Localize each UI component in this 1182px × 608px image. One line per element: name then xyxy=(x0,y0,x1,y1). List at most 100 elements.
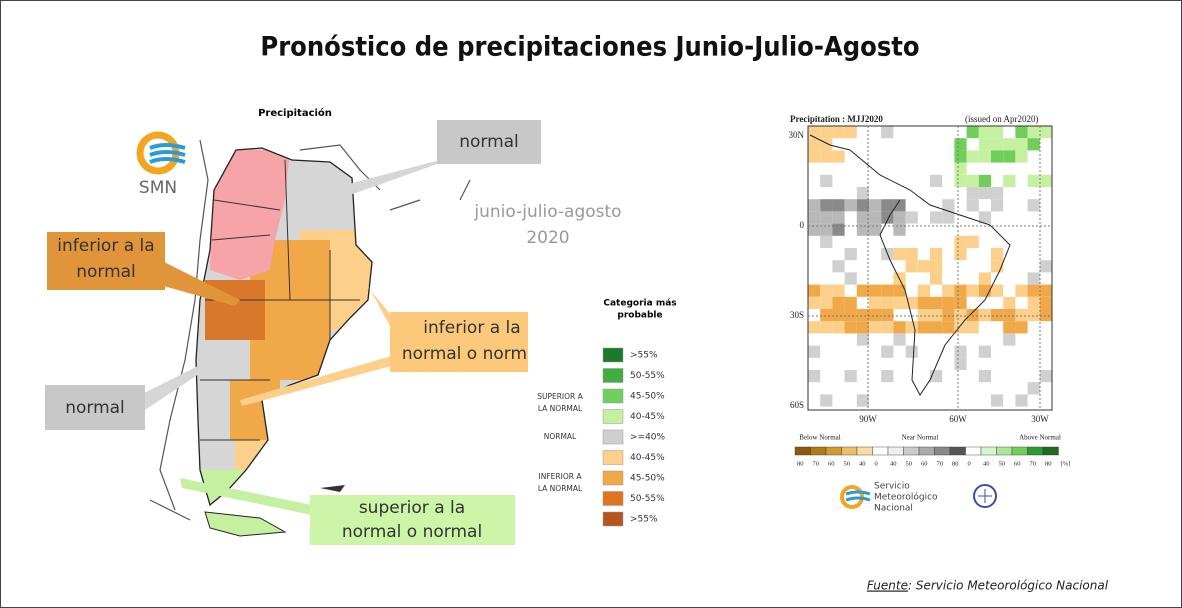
legend-swatch xyxy=(603,369,623,383)
callout-text: normal o normal xyxy=(342,522,482,542)
map-cell xyxy=(1028,126,1040,138)
map-cell xyxy=(869,285,881,297)
lat-label: 0 xyxy=(800,220,805,230)
colorbar-cell xyxy=(981,447,997,455)
map-cell xyxy=(845,272,857,284)
colorbar-tick: 80 xyxy=(797,460,804,467)
map-cell xyxy=(832,309,844,321)
slide: Pronóstico de precipitaciones Junio-Juli… xyxy=(0,0,1182,608)
colorbar-cell xyxy=(888,447,904,455)
map-cell xyxy=(930,211,942,223)
map-cell xyxy=(808,370,820,382)
map-cell xyxy=(832,150,844,162)
map-cell xyxy=(808,211,820,223)
colorbar-cell xyxy=(1012,447,1028,455)
map-cell xyxy=(881,370,893,382)
map-cell xyxy=(1015,126,1027,138)
map-cell xyxy=(845,199,857,211)
map-cell xyxy=(1003,150,1015,162)
map-cell xyxy=(1003,138,1015,150)
legend-swatch xyxy=(603,492,623,506)
colorbar-tick: 70 xyxy=(813,460,820,467)
callout-text: inferior a la xyxy=(57,236,154,256)
map-cell xyxy=(820,138,832,150)
map-cell xyxy=(967,236,979,248)
colorbar-cell xyxy=(904,447,920,455)
colorbar-cell xyxy=(950,447,966,455)
map-cell xyxy=(881,346,893,358)
colorbar-tick: 80 xyxy=(1045,460,1052,467)
map-cell xyxy=(1003,175,1015,187)
map-cell xyxy=(967,175,979,187)
map-cell xyxy=(942,309,954,321)
map-cell xyxy=(930,175,942,187)
callout-text: normal xyxy=(459,132,519,152)
colorbar-tick: [%] xyxy=(1061,460,1071,467)
map-cell xyxy=(845,126,857,138)
colorbar-cell xyxy=(826,447,842,455)
callout-text: superior a la xyxy=(359,498,465,518)
legend-label: 40-45% xyxy=(630,453,665,463)
map-cell xyxy=(930,297,942,309)
map-cell xyxy=(954,358,966,370)
map-cell xyxy=(954,297,966,309)
map-cell xyxy=(979,309,991,321)
map-cell xyxy=(918,309,930,321)
map-cell xyxy=(845,309,857,321)
source-text: : Servicio Meteorológico Nacional xyxy=(908,579,1109,593)
colorbar-cell xyxy=(873,447,889,455)
map-cell xyxy=(930,248,942,260)
map-cell xyxy=(1015,321,1027,333)
logo-text: SMN xyxy=(139,178,177,198)
colorbar-tick: 0 xyxy=(875,460,878,467)
legend-label: 45-50% xyxy=(630,474,665,484)
map-cell xyxy=(820,394,832,406)
legend-swatch xyxy=(603,430,623,444)
map-cell xyxy=(857,224,869,236)
colorbar-cell xyxy=(1043,447,1059,455)
legend-group: LA NORMAL xyxy=(538,484,583,493)
map-cell xyxy=(808,126,820,138)
map-cell xyxy=(820,285,832,297)
map-cell xyxy=(893,321,905,333)
map-cell xyxy=(991,187,1003,199)
map-cell xyxy=(820,236,832,248)
map-cell xyxy=(967,126,979,138)
map-cell xyxy=(942,321,954,333)
legend-label: 40-45% xyxy=(630,412,665,422)
map-cell xyxy=(857,285,869,297)
map-cell xyxy=(942,285,954,297)
map-cell xyxy=(967,309,979,321)
map-cell xyxy=(857,309,869,321)
map-cell xyxy=(808,321,820,333)
map-cell xyxy=(991,199,1003,211)
map-cell xyxy=(1028,199,1040,211)
map-cell xyxy=(808,224,820,236)
map-cell xyxy=(918,260,930,272)
legend-group: NORMAL xyxy=(544,432,577,441)
legend-swatch xyxy=(603,389,623,403)
map-cell xyxy=(979,370,991,382)
map-cell xyxy=(832,285,844,297)
map-cell xyxy=(991,150,1003,162)
map-cell xyxy=(881,199,893,211)
colorbar-tick: 40 xyxy=(983,460,990,467)
colorbar-class: Above Normal xyxy=(1019,434,1061,442)
map-cell xyxy=(820,321,832,333)
map-cell xyxy=(991,126,1003,138)
map-cell xyxy=(857,187,869,199)
logo-text: Nacional xyxy=(874,504,913,514)
map-cell xyxy=(991,285,1003,297)
map-cell xyxy=(832,211,844,223)
map-cell xyxy=(1015,138,1027,150)
map-cell xyxy=(1040,309,1052,321)
colorbar-tick: 70 xyxy=(937,460,944,467)
map-cell xyxy=(832,260,844,272)
colorbar-tick: 40 xyxy=(890,460,897,467)
map-cell xyxy=(832,224,844,236)
map-cell xyxy=(832,321,844,333)
map-cell xyxy=(967,285,979,297)
map-cell xyxy=(808,150,820,162)
map-cell xyxy=(820,309,832,321)
map-cell xyxy=(954,150,966,162)
